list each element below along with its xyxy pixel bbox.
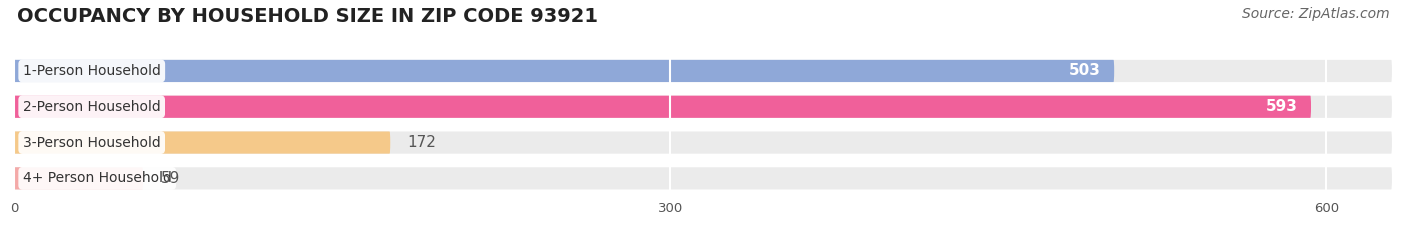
- FancyBboxPatch shape: [14, 96, 1392, 118]
- Text: 503: 503: [1069, 63, 1101, 79]
- FancyBboxPatch shape: [14, 96, 1310, 118]
- FancyBboxPatch shape: [14, 60, 1392, 82]
- Text: 172: 172: [408, 135, 437, 150]
- FancyBboxPatch shape: [14, 167, 143, 189]
- Text: 4+ Person Household: 4+ Person Household: [22, 171, 172, 185]
- Text: 59: 59: [160, 171, 180, 186]
- FancyBboxPatch shape: [14, 167, 1392, 189]
- FancyBboxPatch shape: [14, 131, 1392, 154]
- Text: OCCUPANCY BY HOUSEHOLD SIZE IN ZIP CODE 93921: OCCUPANCY BY HOUSEHOLD SIZE IN ZIP CODE …: [17, 7, 598, 26]
- FancyBboxPatch shape: [14, 131, 391, 154]
- Text: Source: ZipAtlas.com: Source: ZipAtlas.com: [1241, 7, 1389, 21]
- Text: 593: 593: [1265, 99, 1298, 114]
- Text: 1-Person Household: 1-Person Household: [22, 64, 160, 78]
- FancyBboxPatch shape: [14, 60, 1114, 82]
- Text: 2-Person Household: 2-Person Household: [22, 100, 160, 114]
- Text: 3-Person Household: 3-Person Household: [22, 136, 160, 150]
